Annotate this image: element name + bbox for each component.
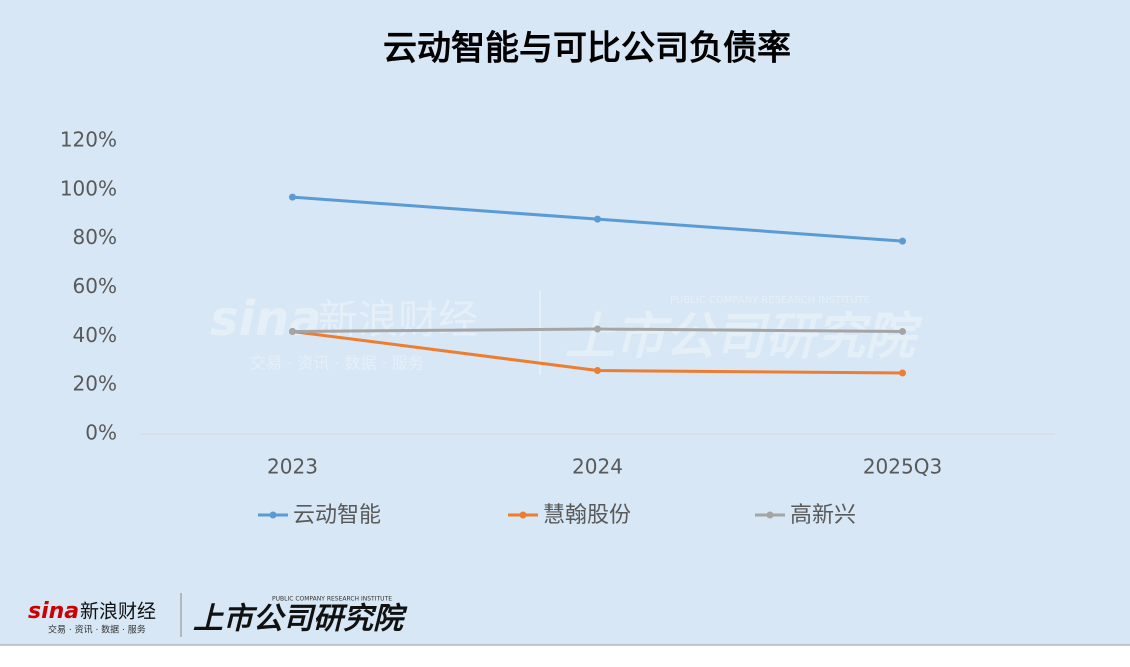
y-tick-label: 0% <box>85 421 117 445</box>
chart-title: 云动智能与可比公司负债率 <box>383 29 791 69</box>
data-point <box>594 367 601 375</box>
data-point <box>594 215 601 223</box>
watermark-slogan: 交易 · 资讯 · 数据 · 服务 <box>250 354 424 373</box>
x-tick-label: 2025Q3 <box>863 455 942 479</box>
footer-slogan: 交易 · 资讯 · 数据 · 服务 <box>48 624 146 636</box>
legend-label: 高新兴 <box>790 503 856 528</box>
footer: sina 新浪财经 交易 · 资讯 · 数据 · 服务 上市公司研究院 PUBL… <box>28 593 408 637</box>
footer-brand: 新浪财经 <box>80 601 156 623</box>
y-tick-label: 80% <box>73 225 117 249</box>
data-point <box>899 327 906 335</box>
footer-institute-en: PUBLIC COMPANY RESEARCH INSTITUTE <box>272 596 392 603</box>
data-point <box>289 327 296 335</box>
footer-institute: 上市公司研究院 <box>193 602 408 637</box>
data-point <box>594 325 601 333</box>
x-tick-label: 2024 <box>572 455 623 479</box>
y-tick-label: 40% <box>73 323 117 347</box>
watermark: sina 新浪财经 交易 · 资讯 · 数据 · 服务 上市公司研究院 PUBL… <box>210 290 923 375</box>
y-tick-label: 100% <box>60 176 117 200</box>
watermark-brand: 新浪财经 <box>318 297 478 343</box>
y-tick-label: 120% <box>60 128 117 152</box>
y-tick-label: 20% <box>73 372 117 396</box>
data-point <box>289 193 296 201</box>
watermark-institute-en: PUBLIC COMPANY RESEARCH INSTITUTE <box>670 295 870 306</box>
legend-marker <box>766 511 774 519</box>
background <box>0 0 1130 645</box>
data-point <box>899 369 906 377</box>
watermark-logo: sina <box>210 291 322 347</box>
legend-marker <box>269 511 277 519</box>
watermark-institute: 上市公司研究院 <box>565 308 923 366</box>
y-tick-label: 60% <box>73 274 117 298</box>
footer-logo: sina <box>28 599 79 624</box>
legend-marker <box>519 511 527 519</box>
legend-label: 云动智能 <box>293 503 381 528</box>
data-point <box>899 237 906 245</box>
legend-label: 慧翰股份 <box>543 503 631 528</box>
x-tick-label: 2023 <box>267 455 318 479</box>
